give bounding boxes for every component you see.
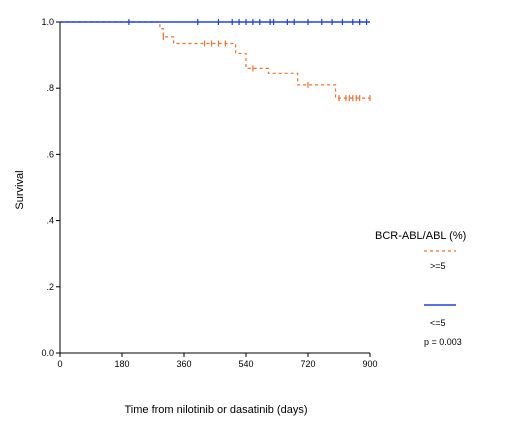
x-tick-label: 180 [114, 359, 129, 369]
axis-ticks: 0.0 .2 .4 .6 .8 1.0 0 180 360 540 720 900 [41, 17, 377, 369]
y-tick-label: 0.0 [41, 348, 54, 358]
x-tick-label: 900 [362, 359, 377, 369]
series-layer [60, 19, 371, 102]
legend-label-low: <=5 [430, 318, 446, 328]
y-tick-label: .6 [46, 149, 54, 159]
plot-area [59, 22, 370, 354]
p-value-annotation: p = 0.003 [424, 337, 462, 347]
x-tick-label: 720 [300, 359, 315, 369]
legend-title: BCR-ABL/ABL (%) [375, 230, 466, 242]
series-line-0 [60, 21, 370, 99]
x-axis-label: Time from nilotinib or dasatinib (days) [125, 404, 308, 416]
y-tick-label: .2 [46, 282, 54, 292]
x-tick-label: 0 [57, 359, 62, 369]
x-tick-label: 540 [238, 359, 253, 369]
y-tick-label: .8 [46, 83, 54, 93]
x-tick-label: 360 [176, 359, 191, 369]
legend-label-high: >=5 [430, 261, 446, 271]
y-tick-label: .4 [46, 216, 54, 226]
y-axis-label: Survival [14, 170, 26, 209]
y-tick-label: 1.0 [41, 17, 54, 27]
legend: BCR-ABL/ABL (%) >=5 <=5 p = 0.003 [375, 230, 466, 347]
